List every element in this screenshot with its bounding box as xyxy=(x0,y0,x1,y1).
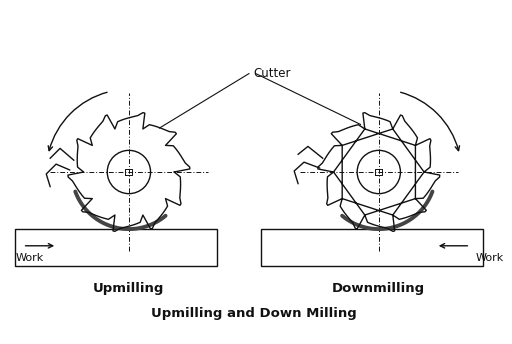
Text: Work: Work xyxy=(475,252,503,262)
Text: Work: Work xyxy=(16,252,44,262)
Text: Upmilling and Down Milling: Upmilling and Down Milling xyxy=(151,307,357,320)
Text: Cutter: Cutter xyxy=(254,67,291,80)
Bar xyxy=(15,229,218,267)
Bar xyxy=(261,229,483,267)
Text: Upmilling: Upmilling xyxy=(93,282,164,294)
Text: Downmilling: Downmilling xyxy=(332,282,425,294)
